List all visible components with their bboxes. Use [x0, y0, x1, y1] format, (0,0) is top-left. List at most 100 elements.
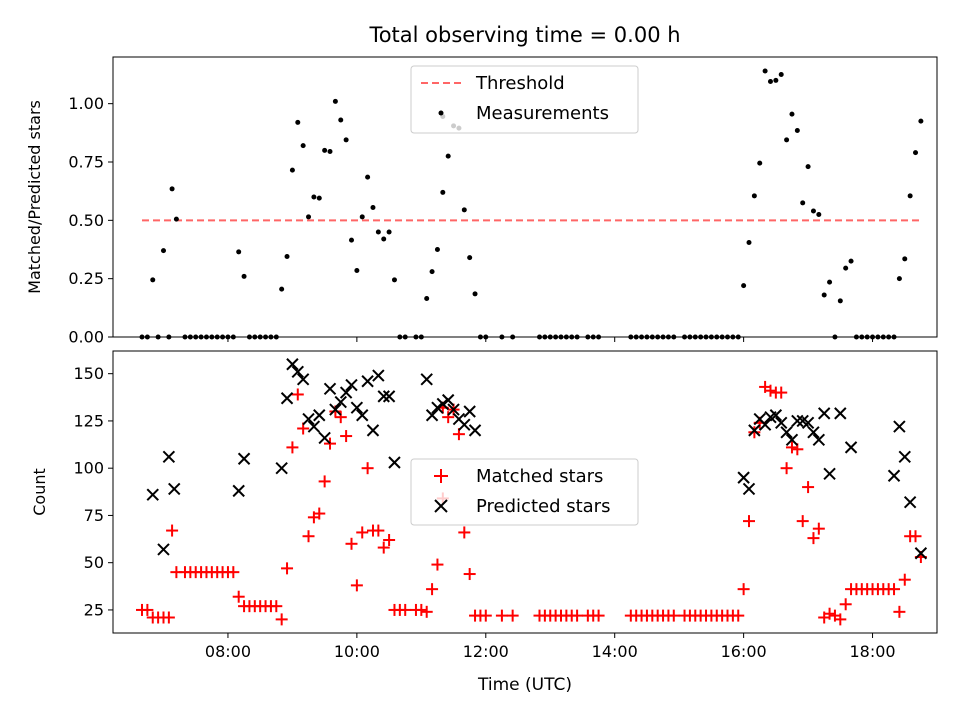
predicted-star-point — [339, 386, 353, 399]
measurement-point — [445, 153, 451, 159]
measurement-point — [241, 273, 247, 279]
measurement-point — [821, 292, 827, 298]
matched-star-point — [356, 526, 369, 539]
predicted-star-point — [775, 416, 788, 430]
measurement-point — [778, 72, 784, 77]
measurement-point — [295, 119, 301, 125]
measurement-point — [348, 237, 354, 243]
measurement-point — [429, 269, 435, 275]
predicted-star-point — [431, 401, 444, 414]
matched-star-point — [324, 437, 337, 450]
matched-star-point — [839, 598, 852, 611]
bottom-panel-frame — [112, 350, 938, 634]
measurement-point — [236, 249, 242, 255]
predicted-star-point — [232, 484, 245, 498]
predicted-star-point — [157, 543, 170, 556]
measurement-point — [311, 194, 317, 200]
measurement-point — [279, 286, 285, 292]
measurement-point — [800, 200, 806, 206]
measurement-point — [343, 137, 349, 143]
predicted-star-point — [372, 369, 385, 382]
matched-star-point — [361, 462, 374, 475]
matched-star-point — [232, 590, 245, 603]
predicted-star-point — [898, 450, 911, 464]
matched-star-point — [732, 609, 745, 622]
predicted-star-point — [382, 390, 396, 403]
matched-star-point — [479, 609, 492, 622]
predicted-star-point — [168, 482, 181, 496]
predicted-star-point — [791, 414, 804, 428]
measurement-point — [907, 193, 913, 199]
predicted-star-point — [307, 420, 321, 433]
predicted-star-point — [834, 407, 847, 420]
measurement-point — [827, 279, 833, 285]
measurement-point — [896, 276, 902, 282]
legend-predicted-label: Predicted stars — [476, 496, 610, 517]
x-tick-label: 12:00 — [463, 642, 509, 661]
matched-star-point — [667, 609, 680, 622]
matched-star-point — [345, 537, 358, 550]
predicted-star-point — [903, 495, 917, 509]
measurement-point — [359, 214, 365, 220]
x-tick-label: 14:00 — [592, 642, 638, 661]
measurement-point — [173, 216, 179, 222]
bottom-legend: Matched stars Predicted stars — [410, 458, 639, 526]
predicted-star-point — [286, 358, 299, 371]
matched-star-point — [909, 530, 922, 543]
matched-star-point — [834, 613, 847, 626]
bottom-y-tick-label: 25 — [84, 600, 104, 619]
predicted-star-point — [318, 431, 331, 445]
predicted-star-point — [893, 420, 906, 433]
measurement-point — [784, 137, 790, 143]
x-tick-label: 08:00 — [205, 642, 251, 661]
matched-star-point — [227, 566, 240, 579]
measurement-point — [434, 247, 440, 252]
predicted-star-point — [769, 409, 783, 422]
measurement-point — [370, 205, 376, 210]
top-y-tick-label: 0.75 — [68, 153, 104, 172]
measurement-point — [338, 117, 344, 123]
matched-star-point — [737, 583, 750, 596]
matched-star-point — [802, 481, 815, 494]
measurement-point — [169, 186, 175, 192]
matched-star-point — [318, 475, 331, 488]
bottom-y-axis-label: Count — [30, 468, 49, 516]
predicted-star-point — [748, 424, 761, 437]
top-legend: Threshold Measurements — [410, 65, 639, 134]
top-y-tick-label: 0.50 — [68, 211, 104, 230]
predicted-star-point — [441, 393, 455, 407]
legend-threshold-label: Threshold — [475, 73, 565, 94]
top-y-axis-label: Matched/Predicted stars — [25, 100, 44, 294]
measurement-point — [461, 207, 467, 213]
predicted-star-point — [425, 409, 439, 422]
matched-star-point — [571, 609, 584, 622]
measurement-point — [386, 229, 392, 235]
measurement-point — [424, 296, 430, 301]
predicted-star-point — [914, 547, 928, 560]
matched-star-point — [340, 430, 353, 443]
matched-star-point — [442, 411, 455, 424]
measurement-point — [160, 248, 166, 254]
predicted-star-point — [807, 426, 820, 439]
predicted-star-point — [780, 426, 793, 439]
predicted-star-point — [758, 418, 772, 431]
measurement-point — [762, 68, 768, 74]
matched-star-point — [796, 515, 809, 528]
measurement-point — [773, 77, 779, 83]
matched-star-point — [506, 609, 519, 622]
matched-star-point — [431, 558, 444, 571]
measurement-point — [354, 268, 360, 273]
predicted-star-point — [366, 424, 380, 437]
measurement-point — [332, 98, 338, 104]
chart-title: Total observing time = 0.00 h — [368, 23, 680, 47]
matched-star-point — [426, 583, 439, 596]
predicted-star-point — [420, 373, 433, 386]
predicted-star-point — [801, 416, 815, 430]
matched-star-point — [286, 441, 299, 454]
measurement-point — [767, 79, 773, 84]
matched-star-point — [898, 573, 911, 586]
matched-star-point — [415, 603, 428, 616]
matched-star-point — [807, 532, 820, 545]
measurement-point — [300, 143, 306, 149]
